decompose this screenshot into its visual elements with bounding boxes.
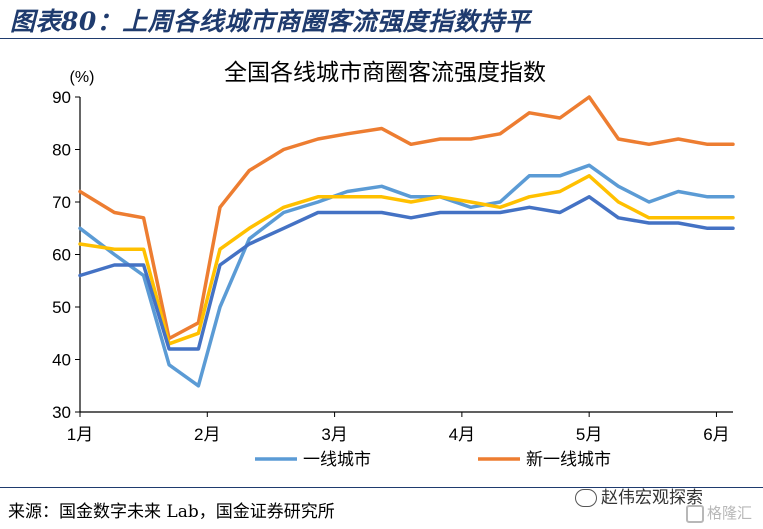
chart-title: 全国各线城市商圈客流强度指数: [224, 60, 546, 86]
wechat-account: 赵伟宏观探索: [575, 483, 703, 508]
y-tick-label: 50: [52, 298, 71, 317]
axes: 30 40 50 60 70 80 90 1月 2月 3月 4月 5月 6月: [52, 88, 733, 444]
line-chart: 全国各线城市商圈客流强度指数 (%) 30 40 50 60 70 80 90 1月 2月 3月 4…: [52, 60, 735, 470]
watermark-text: 格隆汇: [707, 504, 753, 522]
y-tick-label: 90: [52, 88, 71, 107]
y-tick-label: 60: [52, 246, 71, 265]
source-divider: [0, 487, 763, 488]
watermark-logo-icon: [686, 504, 704, 523]
x-tick-label: 2月: [194, 425, 220, 444]
series-line-4: [78, 195, 735, 351]
y-tick-label: 80: [52, 141, 71, 160]
x-tick-label: 5月: [576, 425, 602, 444]
legend-label: 新一线城市: [526, 450, 611, 470]
y-tick-label: 30: [52, 403, 71, 422]
y-tick-label: 70: [52, 193, 71, 212]
legend-label: 一线城市: [303, 450, 371, 470]
x-tick-label: 6月: [703, 425, 729, 444]
wechat-account-name: 赵伟宏观探索: [601, 488, 703, 508]
figure-title: 图表80：上周各线城市商圈客流强度指数持平: [10, 7, 531, 36]
x-tick-label: 3月: [321, 425, 347, 444]
x-tick-label: 4月: [449, 425, 475, 444]
legend: 一线城市 新一线城市: [255, 450, 611, 470]
title-divider: [0, 38, 763, 39]
x-tick-label: 1月: [67, 425, 93, 444]
watermark: 格隆汇: [686, 502, 752, 523]
y-tick-label: 40: [52, 351, 71, 370]
wechat-icon: [575, 489, 597, 507]
y-unit-label: (%): [70, 69, 95, 86]
series-line-3: [78, 174, 735, 346]
source-note: 来源：国金数字未来 Lab，国金证券研究所: [8, 502, 335, 522]
series-layer: [78, 95, 735, 388]
series-line-1: [78, 163, 735, 388]
